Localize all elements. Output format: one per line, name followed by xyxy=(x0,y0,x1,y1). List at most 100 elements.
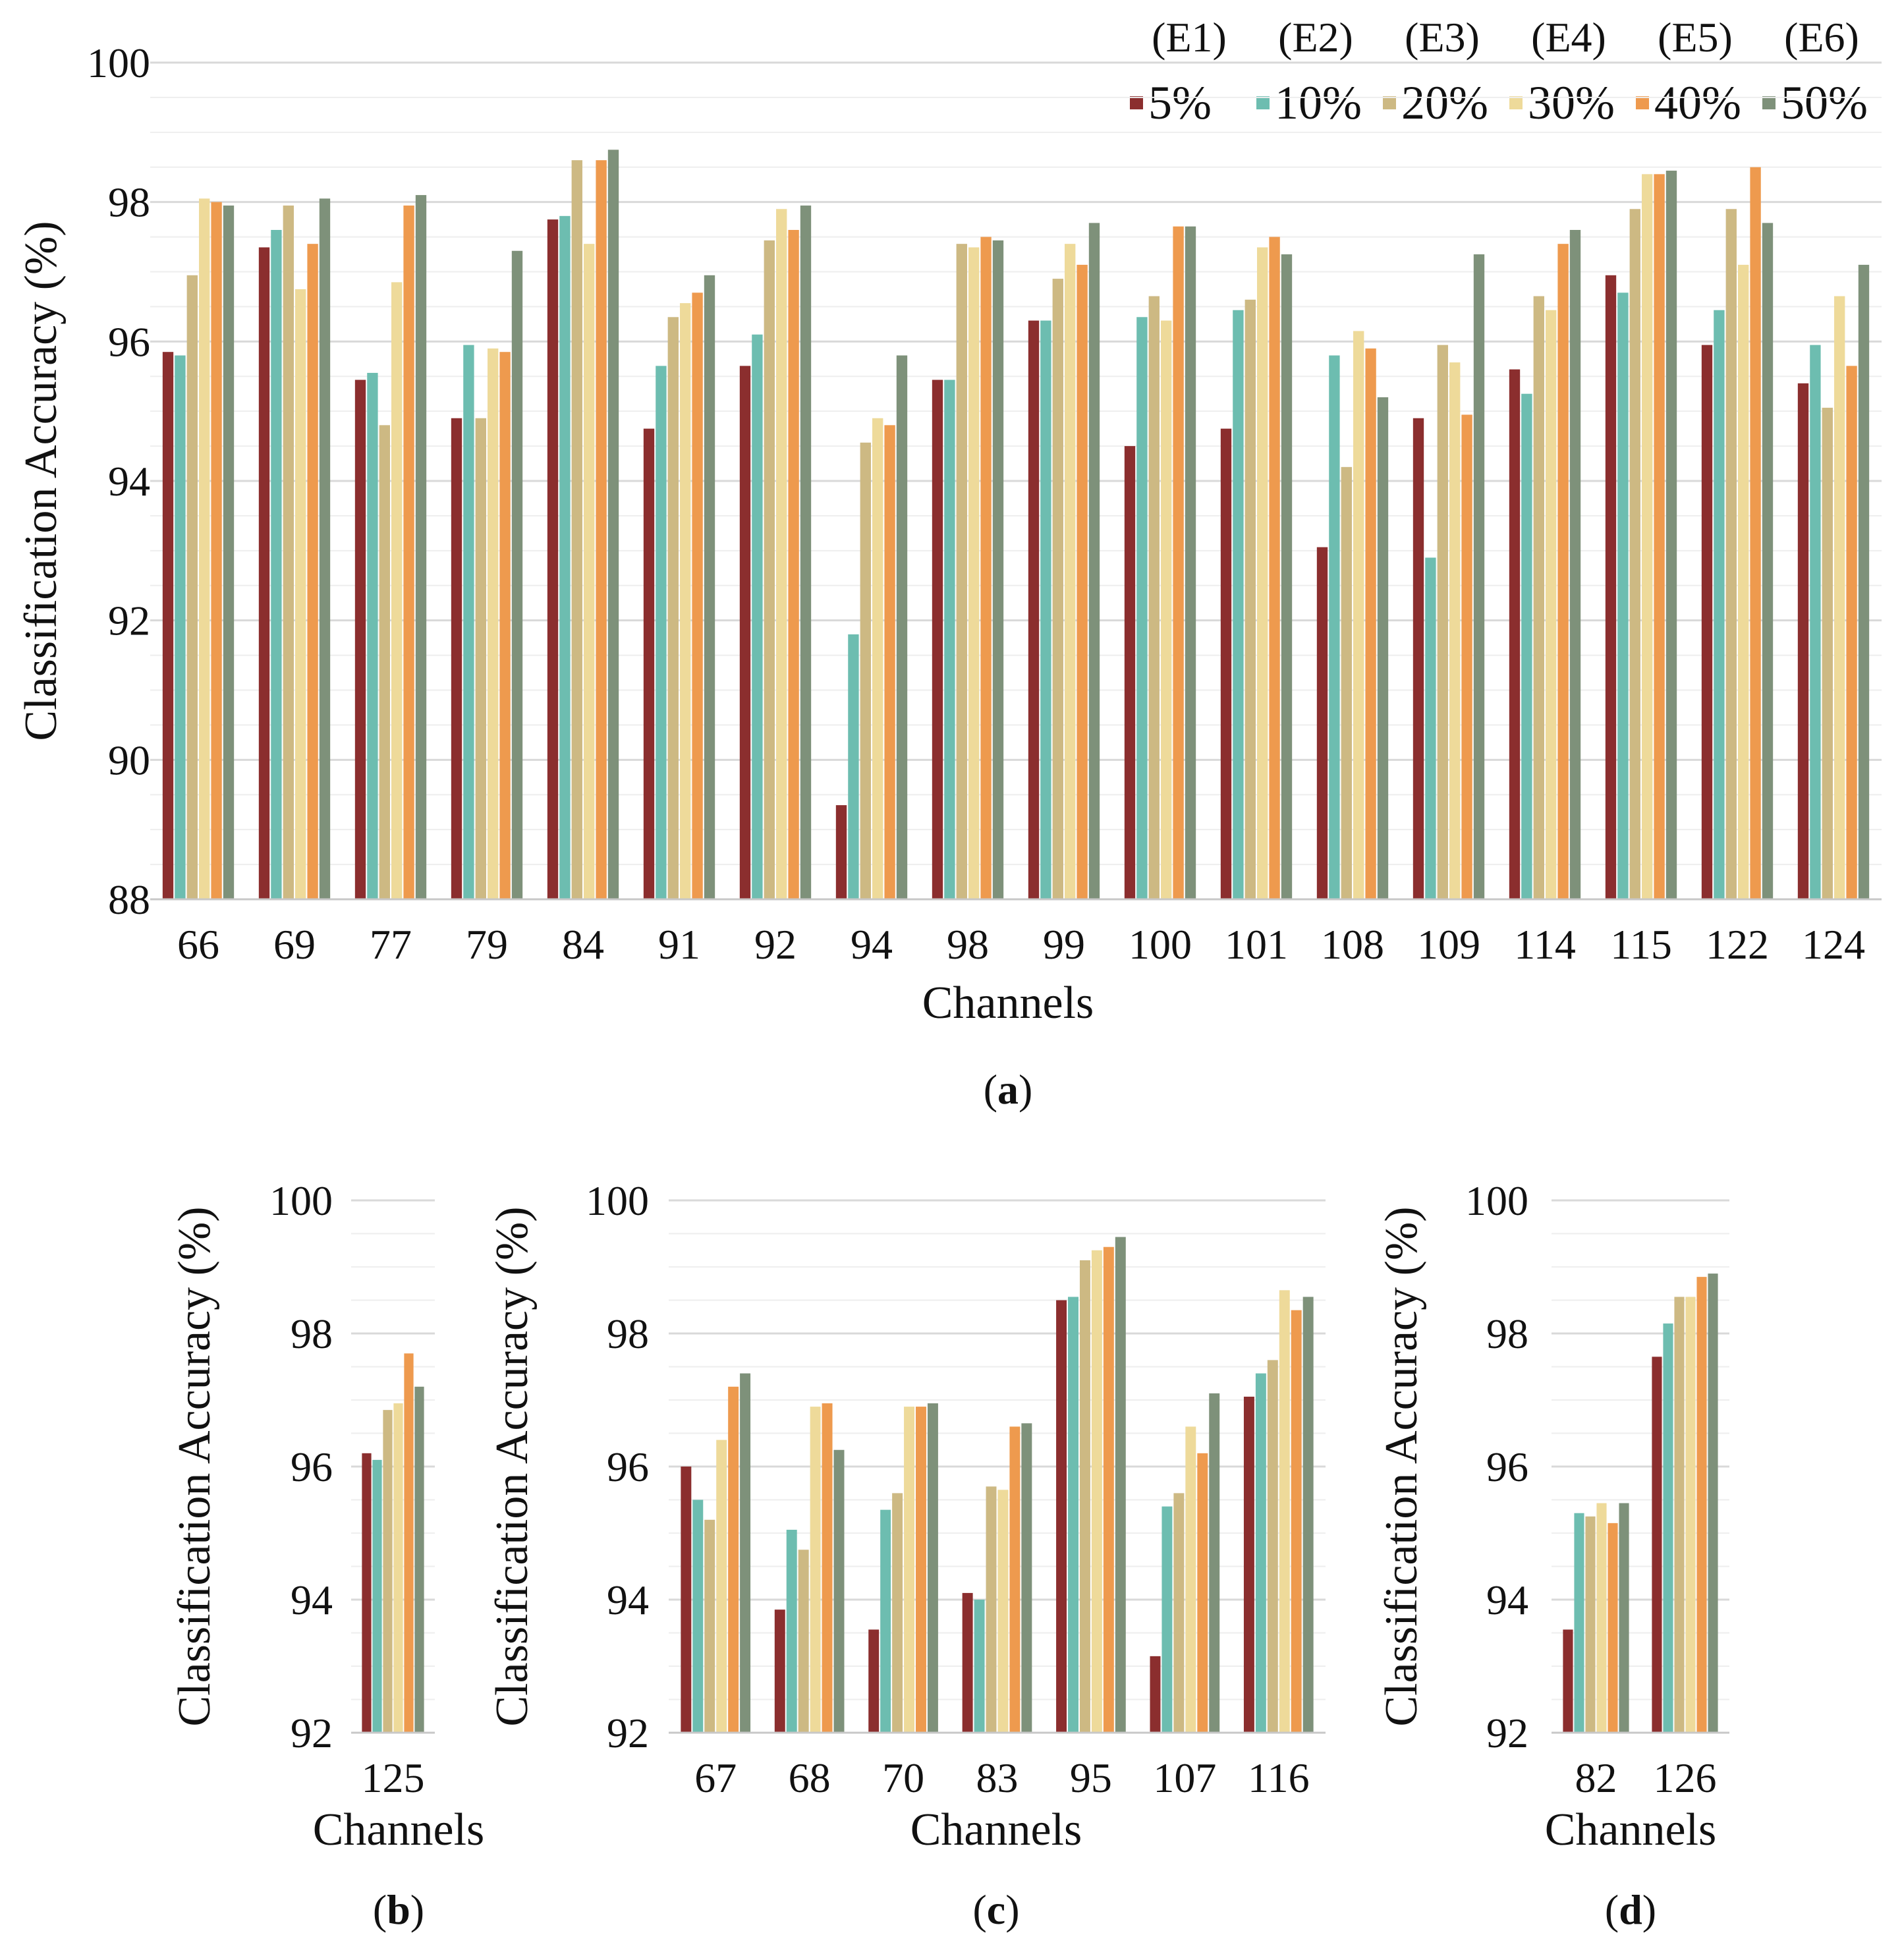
bar-c-68-5% xyxy=(774,1610,785,1733)
bar-a-100-30% xyxy=(1161,320,1172,899)
legend: (E1) 5% (E2) 10% (E3) 20% (E4) 30% (E5) 40% (E6) 50… xyxy=(1130,14,1868,129)
bar-d-126-40% xyxy=(1696,1277,1707,1733)
x-tick-label: 70 xyxy=(882,1754,924,1801)
y-tick-label: 100 xyxy=(586,1177,649,1224)
panel-label-close: ) xyxy=(1642,1886,1656,1933)
legend-experiment-label: (E6) xyxy=(1784,14,1859,61)
bar-a-94-40% xyxy=(884,425,895,899)
bar-c-116-20% xyxy=(1267,1360,1278,1733)
y-tick-label: 92 xyxy=(291,1710,333,1756)
bar-d-82-50% xyxy=(1619,1503,1629,1733)
bar-a-108-5% xyxy=(1316,547,1328,899)
bar-a-109-5% xyxy=(1413,418,1424,899)
bar-a-77-5% xyxy=(354,379,366,899)
y-tick-label: 94 xyxy=(291,1577,333,1623)
x-tick-label: 98 xyxy=(947,921,989,968)
bar-c-67-20% xyxy=(704,1519,715,1733)
bar-c-67-50% xyxy=(740,1373,751,1733)
x-axis-title: Channels xyxy=(910,1805,1082,1855)
x-axis-title: Channels xyxy=(922,978,1094,1028)
bar-a-77-20% xyxy=(379,425,390,899)
bar-a-92-30% xyxy=(776,209,787,899)
x-tick-label: 92 xyxy=(754,921,797,968)
x-tick-label: 108 xyxy=(1321,921,1384,968)
bar-a-114-20% xyxy=(1533,296,1544,900)
x-tick-label: 115 xyxy=(1610,921,1672,968)
bar-a-100-5% xyxy=(1124,446,1136,899)
bar-a-109-50% xyxy=(1473,254,1485,900)
bar-a-114-40% xyxy=(1557,244,1569,900)
bar-a-114-30% xyxy=(1546,310,1557,899)
bar-d-82-10% xyxy=(1574,1513,1584,1733)
legend-label: 10% xyxy=(1275,76,1362,129)
bar-c-107-20% xyxy=(1173,1493,1185,1733)
bar-a-69-20% xyxy=(283,205,294,899)
legend-experiment-label: (E4) xyxy=(1531,14,1606,61)
bar-a-124-10% xyxy=(1810,345,1821,899)
y-tick-label: 94 xyxy=(607,1577,649,1623)
x-tick-label: 82 xyxy=(1575,1754,1617,1801)
bar-a-109-40% xyxy=(1461,414,1472,899)
y-axis-title: Classification Accuracy (%) xyxy=(16,221,67,741)
bar-a-124-50% xyxy=(1858,264,1870,900)
y-axis-title: Classification Accuracy (%) xyxy=(169,1206,220,1726)
bar-a-69-50% xyxy=(319,198,331,899)
x-tick-label: 68 xyxy=(789,1754,831,1801)
bar-a-69-40% xyxy=(307,244,318,900)
bar-a-108-20% xyxy=(1341,466,1352,899)
panel-label-open: ( xyxy=(984,1066,997,1113)
bar-a-101-10% xyxy=(1233,310,1244,899)
legend-experiment-label: (E2) xyxy=(1278,14,1353,61)
bar-a-66-20% xyxy=(186,275,198,900)
legend-experiment-label: (E1) xyxy=(1152,14,1227,61)
y-tick-label: 96 xyxy=(108,318,150,365)
y-tick-label: 94 xyxy=(1486,1577,1528,1623)
bar-a-100-40% xyxy=(1173,226,1184,899)
bar-a-109-10% xyxy=(1425,557,1436,899)
bar-c-107-40% xyxy=(1197,1453,1208,1733)
y-axis-title: Classification Accuracy (%) xyxy=(487,1206,538,1726)
y-tick-label: 98 xyxy=(291,1310,333,1357)
chart-panel-a: 88 90 92 94 96 98 100 66 69 77 79 84 91 92 94 98 99 100 10… xyxy=(16,40,1882,1113)
bar-b-125-50% xyxy=(414,1386,424,1733)
bar-c-70-50% xyxy=(927,1403,938,1733)
bar-a-69-30% xyxy=(295,289,306,899)
x-tick-label: 84 xyxy=(562,921,604,968)
bar-a-84-20% xyxy=(571,160,582,900)
bar-c-83-20% xyxy=(986,1486,997,1733)
legend-swatch xyxy=(1509,96,1523,109)
bar-a-101-30% xyxy=(1257,247,1268,899)
bar-a-124-5% xyxy=(1797,383,1809,899)
bar-c-70-5% xyxy=(868,1629,880,1733)
bar-a-66-50% xyxy=(223,205,235,899)
x-tick-label: 126 xyxy=(1654,1754,1717,1801)
panel-label-close: ) xyxy=(1005,1886,1019,1933)
bar-a-98-10% xyxy=(944,379,955,899)
bar-a-99-10% xyxy=(1040,320,1051,899)
bar-a-92-20% xyxy=(764,240,775,899)
bar-a-115-20% xyxy=(1629,209,1640,899)
bar-a-115-40% xyxy=(1654,174,1665,899)
bar-a-99-50% xyxy=(1088,223,1100,900)
bar-c-67-40% xyxy=(728,1386,739,1733)
panel-label: (c) xyxy=(972,1886,1019,1933)
bar-a-101-50% xyxy=(1281,254,1293,900)
bar-c-116-10% xyxy=(1255,1373,1266,1733)
legend-label: 40% xyxy=(1654,76,1741,129)
x-tick-label: 124 xyxy=(1802,921,1865,968)
bar-a-100-10% xyxy=(1136,317,1148,900)
bar-a-122-10% xyxy=(1714,310,1725,899)
bar-c-107-30% xyxy=(1185,1426,1196,1733)
bar-c-83-30% xyxy=(997,1490,1009,1733)
legend-experiment-label: (E3) xyxy=(1405,14,1480,61)
panel-label-open: ( xyxy=(1605,1886,1619,1933)
y-tick-label: 96 xyxy=(1486,1443,1528,1490)
bar-b-125-10% xyxy=(372,1459,382,1733)
legend-experiment-label: (E5) xyxy=(1658,14,1733,61)
legend-swatch xyxy=(1636,96,1649,109)
bar-a-94-10% xyxy=(848,634,859,899)
bar-c-95-20% xyxy=(1079,1260,1090,1733)
y-tick-label: 98 xyxy=(607,1310,649,1357)
bar-a-77-50% xyxy=(415,195,427,899)
